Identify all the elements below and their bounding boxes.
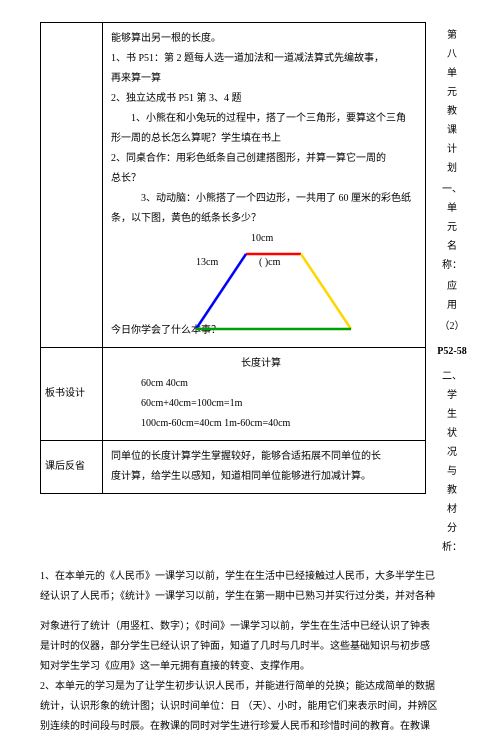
row3-label: 课后反省 xyxy=(41,441,103,494)
r1-line2a: 1、书 P51：第 2 题每人选一道加法和一道减法算式先编故事， xyxy=(111,49,417,69)
p3b: 统计，认识形象的统计图；认识时间单位：日 （天）、小时，能用它们来表示时间，并辨… xyxy=(40,697,470,717)
sidebar-column: 第八 单元 教课 计划 一、单 元名 称： 应用 （2） P52-58 二、学 … xyxy=(434,22,470,557)
paragraph-3: 2、本单元的学习是为了让学生初步认识人民币，并能进行简单的兑换；能达成简单的数据… xyxy=(40,677,470,737)
r1-line6b: 条，以下图，黄色的纸条长多少？ xyxy=(111,209,417,229)
paragraph-1: 1、在本单元的《人民币》一课学习以前，学生在生活中已经接触过人民币，大多半学生已… xyxy=(40,567,470,607)
r2-line1: 60cm 40cm xyxy=(111,374,417,394)
tri-label-top: 10cm xyxy=(251,229,273,249)
row1-content-cell: 能够算出另一根的长度。 1、书 P51：第 2 题每人选一道加法和一道减法算式先… xyxy=(103,23,426,348)
p2a: 对象进行了统计（用竖杠、数字）；《时间》一课学习以前，学生在生活中已经认识了钟表 xyxy=(40,617,470,637)
r1-line4b: 形一周的总长怎么算呢？学生填在书上 xyxy=(111,129,417,149)
lesson-table: 能够算出另一根的长度。 1、书 P51：第 2 题每人选一道加法和一道减法算式先… xyxy=(40,22,426,494)
row2-content-cell: 长度计算 60cm 40cm 60cm+40cm=100cm=1m 100cm-… xyxy=(103,348,426,441)
row1-label-cell xyxy=(41,23,103,348)
paragraph-2: 对象进行了统计（用竖杠、数字）；《时间》一课学习以前，学生在生活中已经认识了钟表… xyxy=(40,617,470,677)
r2-line2: 60cm+40cm=100cm=1m xyxy=(111,394,417,414)
sb-5: P52-58 xyxy=(434,342,470,361)
r2-line3: 100cm-60cm=40cm 1m-60cm=40cm xyxy=(111,414,417,434)
p2c: 知对学生学习《应用》这一单元拥有直接的转变、支撑作用。 xyxy=(40,657,470,677)
sb-1: 第八 单元 教课 计划 xyxy=(434,26,470,178)
sb-6: 二、学 生状 况与 教材 分析： xyxy=(434,367,470,557)
r1-line6: 3、动动脑：小熊搭了一个四边形，一共用了 60 厘米的彩色纸 xyxy=(111,189,417,209)
p3a: 2、本单元的学习是为了让学生初步认识人民币，并能进行简单的兑换；能达成简单的数据 xyxy=(40,677,470,697)
p3c: 别连续的时间段与时辰。在教课的同时对学生进行珍爱人民币和珍惜时间的教育。在教课 xyxy=(40,717,470,737)
sb-4: （2） xyxy=(434,317,470,336)
row2-label: 板书设计 xyxy=(41,348,103,441)
tri-label-left: 13cm xyxy=(196,253,218,273)
r3-text2: 度计算，给学生以感知，知道相同单位能够进行加减计算。 xyxy=(111,467,417,487)
r1-line5b: 总长？ xyxy=(111,169,417,189)
row3-content-cell: 同单位的长度计算学生掌握较好，能够合适拓展不同单位的长 度计算，给学生以感知，知… xyxy=(103,441,426,494)
sb-2: 一、单 元名 称： xyxy=(434,180,470,275)
p2b: 是计时的仪器，部分学生已经认识了钟面，知道了几时与几时半。这些基础知识与初步感 xyxy=(40,637,470,657)
p1a: 1、在本单元的《人民币》一课学习以前，学生在生活中已经接触过人民币，大多半学生已 xyxy=(40,567,470,587)
sb-3: 应用 xyxy=(434,277,470,315)
r1-line3: 2、独立达成书 P51 第 3、4 题 xyxy=(111,89,417,109)
r1-line2b: 再来算一算 xyxy=(111,69,417,89)
r1-line5: 2、同桌合作：用彩色纸条自己创建搭图形，并算一算它一周的 xyxy=(111,149,417,169)
r2-title: 长度计算 xyxy=(111,354,417,374)
yellow-line xyxy=(301,254,351,329)
r1-line1: 能够算出另一根的长度。 xyxy=(111,29,417,49)
tri-label-right: ( )cm xyxy=(259,253,280,273)
r3-text1: 同单位的长度计算学生掌握较好，能够合适拓展不同单位的长 xyxy=(111,447,417,467)
p1b: 经认识了人民币；《统计》一课学习以前，学生在第一期中已熟习并实行过分类，并对各种 xyxy=(40,587,470,607)
triangle-diagram: 10cm 13cm ( )cm xyxy=(141,229,417,339)
r1-line4: 1、小熊在和小兔玩的过程中，搭了一个三角形，要算这个三角 xyxy=(111,109,417,129)
